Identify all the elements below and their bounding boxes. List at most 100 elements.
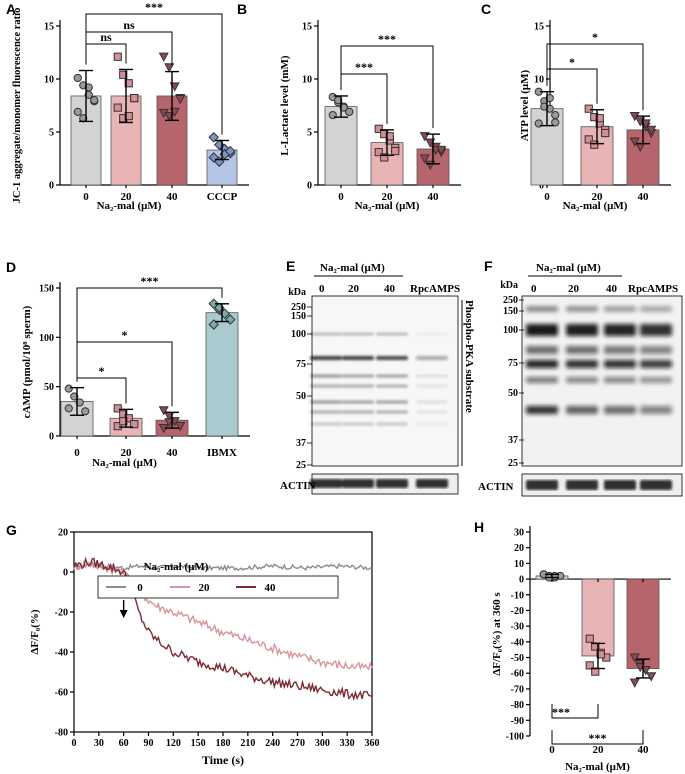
data-point: [158, 406, 169, 416]
significance-bracket: [76, 287, 223, 382]
x-tick-label: 20: [592, 191, 604, 203]
blot-band: [310, 422, 342, 426]
data-point: [380, 153, 389, 162]
significance-label: ***: [145, 0, 163, 14]
significance-label: *: [99, 364, 105, 378]
blot-band: [376, 374, 408, 378]
panel-letter-f: F: [484, 258, 493, 274]
x-tick-label: 40: [167, 191, 179, 203]
y-tick-label: 30: [514, 528, 524, 539]
blot-band: [640, 324, 672, 336]
blot-band: [310, 332, 342, 336]
x-tick-label: 300: [315, 738, 330, 749]
blot-band: [526, 324, 558, 336]
y-tick-label: 15: [302, 22, 312, 33]
legend-label: 20: [199, 582, 211, 594]
data-point: [436, 145, 447, 156]
legend-label: 0: [137, 582, 143, 594]
blot-f-header: Na₂-mal (μM): [536, 262, 601, 274]
data-point: [130, 93, 139, 103]
x-tick-label: 20: [121, 191, 133, 203]
data-point: [545, 93, 554, 103]
x-tick-label: 40: [638, 191, 650, 203]
blot-band: [310, 384, 342, 388]
y-axis-label: ΔF/F₀(%) at 360 s: [491, 592, 503, 676]
data-point: [158, 52, 169, 62]
blot-band: [526, 306, 558, 312]
data-point: [339, 103, 348, 112]
blot-band: [342, 374, 374, 378]
blot-e-lane-rpcamps: RpcAMPS: [410, 283, 460, 295]
data-point: [374, 124, 383, 133]
bar: [324, 106, 358, 186]
data-point: [64, 384, 73, 393]
y-tick-label: 5: [49, 128, 54, 139]
blot-band: [416, 356, 448, 360]
data-point: [419, 154, 430, 164]
data-point: [590, 140, 599, 149]
x-tick-label: 360: [365, 738, 380, 749]
y-tick-label: 0: [539, 181, 544, 192]
y-tick-label: 0: [49, 181, 54, 192]
blot-e-lane-0: 0: [319, 283, 325, 295]
blot-band: [310, 356, 342, 360]
y-tick-label: 150: [39, 284, 54, 295]
blot-band: [416, 384, 448, 388]
blot-band: [566, 360, 598, 368]
y-tick-label: -40: [511, 637, 524, 648]
data-point: [551, 118, 560, 127]
data-point: [113, 404, 122, 413]
data-point: [113, 103, 122, 112]
blot-band: [310, 400, 342, 404]
x-axis-label: Na₂-mal (μM): [355, 200, 420, 212]
y-tick-label: -10: [511, 590, 524, 601]
series-line-20: [73, 560, 373, 671]
blot-band: [342, 410, 374, 414]
blot-band: [376, 422, 408, 426]
data-point: [224, 314, 236, 325]
y-axis-label: ATP level (μM): [519, 69, 531, 141]
y-axis-label: ΔF/F₀(%): [29, 609, 41, 654]
y-tick-label: 0: [307, 181, 312, 192]
panel-letter: G: [6, 522, 17, 538]
kda-marker: 75: [508, 358, 518, 369]
data-point: [73, 107, 82, 116]
significance-bracket: [340, 45, 434, 129]
data-point: [208, 298, 220, 310]
data-point: [540, 102, 549, 111]
x-tick-label: 150: [191, 738, 206, 749]
blot-band: [604, 306, 636, 312]
blot-f-lane-20: 20: [568, 283, 580, 295]
data-point: [175, 422, 186, 432]
blot-e-header: Na₂-mal (μM): [320, 262, 385, 274]
blot-band: [640, 360, 672, 368]
blot-f-actin-membrane: [521, 473, 683, 497]
kda-unit: kDa: [288, 287, 306, 298]
blot-band: [342, 422, 374, 426]
kda-unit: kDa: [500, 280, 518, 291]
data-point: [584, 135, 593, 144]
x-axis-label: Na₂-mal (μM): [565, 761, 630, 773]
series-line-40: [73, 556, 373, 702]
blot-band: [376, 400, 408, 404]
significance-label: ***: [141, 274, 159, 288]
x-tick-label: 40: [167, 447, 179, 459]
panel-letter: A: [6, 1, 16, 17]
y-tick-label: 15: [44, 22, 54, 33]
x-tick-label: 90: [144, 738, 154, 749]
y-tick-label: 20: [58, 528, 68, 539]
data-point: [646, 125, 657, 136]
kda-marker: 50: [508, 388, 518, 399]
y-tick-label: 10: [302, 75, 312, 86]
plot-frame: [73, 531, 373, 733]
data-point: [64, 404, 73, 413]
blot-e-side-label: Phospho-PKA substrate: [463, 300, 475, 413]
y-tick-label: -40: [55, 648, 68, 659]
blot-band: [342, 332, 374, 336]
x-tick-label: 40: [428, 191, 440, 203]
blot-f: F Na₂-mal (μM) 0 20 40 RpcAMPS ACTIN kDa…: [478, 258, 683, 497]
panel-letter: C: [481, 1, 491, 17]
x-axis-label: Na₂-mal (μM): [92, 457, 157, 469]
stimulus-arrow-head: [119, 610, 128, 618]
